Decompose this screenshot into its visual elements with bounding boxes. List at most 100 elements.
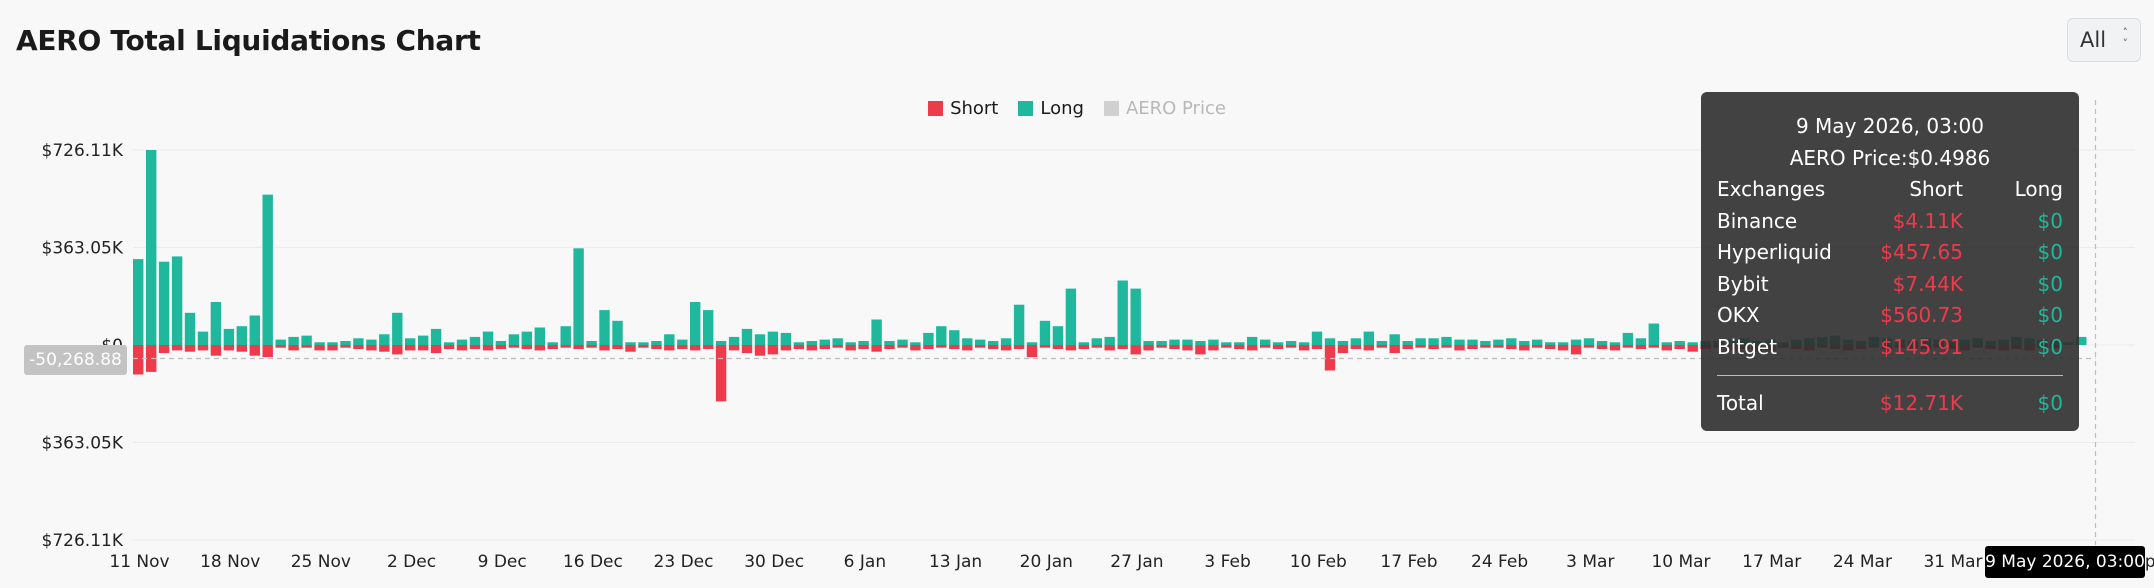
short-bar[interactable] xyxy=(1415,345,1426,348)
long-bar[interactable] xyxy=(884,341,895,345)
short-bar[interactable] xyxy=(392,345,403,355)
short-bar[interactable] xyxy=(1506,345,1517,349)
long-bar[interactable] xyxy=(1156,341,1167,345)
short-bar[interactable] xyxy=(495,345,507,349)
short-bar[interactable] xyxy=(1661,345,1672,351)
long-bar[interactable] xyxy=(236,326,247,345)
long-bar[interactable] xyxy=(1000,338,1012,345)
long-bar[interactable] xyxy=(353,338,364,345)
short-bar[interactable] xyxy=(430,345,442,354)
legend-item-long[interactable]: Long xyxy=(1018,98,1084,119)
short-bar[interactable] xyxy=(1234,345,1245,349)
short-bar[interactable] xyxy=(1467,345,1478,349)
short-bar[interactable] xyxy=(1298,345,1310,351)
long-bar[interactable] xyxy=(1532,339,1543,345)
short-bar[interactable] xyxy=(1182,345,1193,351)
long-bar[interactable] xyxy=(418,335,429,345)
short-bar[interactable] xyxy=(340,345,351,348)
long-bar[interactable] xyxy=(651,341,662,345)
long-bar[interactable] xyxy=(573,248,584,345)
long-bar[interactable] xyxy=(1052,326,1064,345)
short-bar[interactable] xyxy=(651,345,662,349)
long-bar[interactable] xyxy=(1039,320,1051,345)
short-bar[interactable] xyxy=(625,345,636,352)
long-bar[interactable] xyxy=(547,342,558,345)
long-bar[interactable] xyxy=(1402,341,1413,345)
short-bar[interactable] xyxy=(612,345,623,349)
short-bar[interactable] xyxy=(936,345,947,348)
long-bar[interactable] xyxy=(858,341,869,345)
legend-item-short[interactable]: Short xyxy=(928,98,998,119)
short-bar[interactable] xyxy=(1156,345,1167,348)
long-bar[interactable] xyxy=(288,336,299,345)
short-bar[interactable] xyxy=(1324,345,1336,371)
short-bar[interactable] xyxy=(1013,345,1025,349)
short-bar[interactable] xyxy=(1337,345,1349,354)
short-bar[interactable] xyxy=(379,345,390,352)
long-bar[interactable] xyxy=(1272,342,1284,345)
short-bar[interactable] xyxy=(1687,345,1698,352)
long-bar[interactable] xyxy=(1480,341,1491,345)
short-bar[interactable] xyxy=(1208,345,1219,351)
short-bar[interactable] xyxy=(806,345,817,351)
long-bar[interactable] xyxy=(728,336,740,345)
short-bar[interactable] xyxy=(949,345,960,349)
long-bar[interactable] xyxy=(703,310,714,345)
short-bar[interactable] xyxy=(1402,345,1413,349)
short-bar[interactable] xyxy=(1117,345,1128,349)
long-bar[interactable] xyxy=(1104,336,1115,345)
range-select[interactable]: All ˄ ˅ xyxy=(2067,18,2141,62)
long-bar[interactable] xyxy=(1130,288,1141,345)
long-bar[interactable] xyxy=(1026,342,1038,345)
long-bar[interactable] xyxy=(379,334,390,345)
long-bar[interactable] xyxy=(1687,342,1698,345)
long-bar[interactable] xyxy=(599,310,610,345)
long-bar[interactable] xyxy=(1635,338,1647,345)
long-bar[interactable] xyxy=(1415,338,1426,345)
long-bar[interactable] xyxy=(1389,334,1400,345)
short-bar[interactable] xyxy=(1039,345,1051,348)
long-bar[interactable] xyxy=(405,338,416,345)
short-bar[interactable] xyxy=(158,345,170,354)
long-bar[interactable] xyxy=(1065,288,1077,345)
legend-item-aero-price[interactable]: AERO Price xyxy=(1103,98,1226,119)
long-bar[interactable] xyxy=(793,342,805,345)
long-bar[interactable] xyxy=(146,150,157,345)
short-bar[interactable] xyxy=(780,345,792,351)
short-bar[interactable] xyxy=(133,345,144,375)
long-bar[interactable] xyxy=(767,331,779,345)
long-bar[interactable] xyxy=(715,341,727,345)
short-bar[interactable] xyxy=(1000,345,1012,351)
long-bar[interactable] xyxy=(1493,339,1504,345)
long-bar[interactable] xyxy=(249,315,260,346)
short-bar[interactable] xyxy=(1376,345,1387,348)
long-bar[interactable] xyxy=(949,330,960,345)
long-bar[interactable] xyxy=(754,334,766,345)
short-bar[interactable] xyxy=(1583,345,1595,348)
short-bar[interactable] xyxy=(353,345,364,349)
long-bar[interactable] xyxy=(1519,341,1530,345)
short-bar[interactable] xyxy=(586,345,597,348)
short-bar[interactable] xyxy=(456,345,468,351)
long-bar[interactable] xyxy=(690,302,701,345)
short-bar[interactable] xyxy=(1493,345,1504,348)
long-bar[interactable] xyxy=(521,331,532,345)
short-bar[interactable] xyxy=(599,345,610,351)
short-bar[interactable] xyxy=(482,345,494,351)
short-bar[interactable] xyxy=(975,345,986,348)
short-bar[interactable] xyxy=(366,345,377,351)
short-bar[interactable] xyxy=(301,345,312,348)
short-bar[interactable] xyxy=(819,345,830,349)
long-bar[interactable] xyxy=(1091,338,1102,345)
long-bar[interactable] xyxy=(871,319,882,346)
long-bar[interactable] xyxy=(1324,338,1336,345)
short-bar[interactable] xyxy=(858,345,869,349)
short-bar[interactable] xyxy=(443,345,455,349)
short-bar[interactable] xyxy=(184,345,196,352)
long-bar[interactable] xyxy=(1363,331,1374,345)
long-bar[interactable] xyxy=(1285,341,1297,345)
short-bar[interactable] xyxy=(1130,345,1141,355)
short-bar[interactable] xyxy=(962,345,973,351)
long-bar[interactable] xyxy=(392,312,403,345)
short-bar[interactable] xyxy=(1622,345,1634,348)
